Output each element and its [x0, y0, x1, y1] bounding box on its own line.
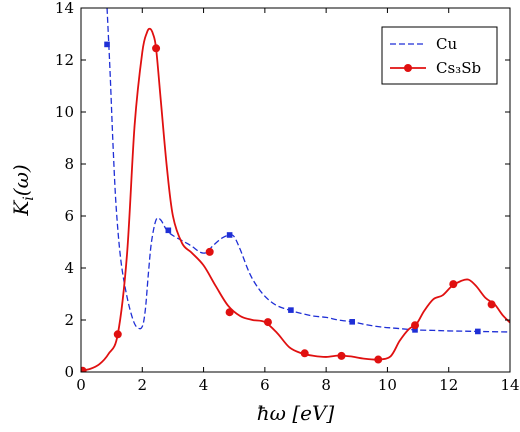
x-tick-label: 14 — [500, 376, 519, 394]
series-0-marker — [165, 227, 172, 234]
x-tick-label: 6 — [260, 376, 270, 394]
y-tick-label: 0 — [64, 363, 74, 381]
series-1-marker — [300, 349, 309, 358]
series-1-marker — [81, 366, 87, 372]
series-1-marker — [337, 351, 346, 360]
x-tick-label: 8 — [321, 376, 331, 394]
legend-box — [381, 26, 498, 85]
legend-swatch-marker — [404, 64, 412, 72]
y-tick-label: 4 — [64, 259, 74, 277]
series-0-marker — [475, 328, 481, 335]
series-1-marker — [487, 300, 496, 309]
legend-label: Cs₃Sb — [436, 59, 481, 77]
legend-label: Cu — [436, 35, 457, 53]
y-tick-label: 10 — [55, 103, 74, 121]
series-layer — [81, 8, 510, 372]
series-1-marker — [152, 44, 161, 53]
y-tick-label: 6 — [64, 207, 74, 225]
series-1-marker — [449, 280, 458, 289]
axes-layer: 0 2 4 6 8 10 12 14 0 2 4 6 8 10 12 14 — [55, 0, 520, 394]
y-axis-label: Ki(ω) — [9, 164, 37, 216]
series-1-marker — [263, 318, 272, 327]
x-tick-label: 2 — [138, 376, 148, 394]
series-0-marker — [104, 41, 110, 48]
series-1-marker — [113, 330, 122, 339]
y-tick-label: 8 — [64, 155, 74, 173]
x-tick-label: 10 — [378, 376, 397, 394]
series-0-marker — [349, 319, 355, 325]
series-0-marker — [288, 307, 294, 313]
x-tick-label: 0 — [76, 376, 86, 394]
series-0-marker — [412, 327, 418, 333]
series-0-marker — [226, 232, 233, 238]
plot-frame — [80, 7, 511, 373]
x-tick-label: 4 — [199, 376, 209, 394]
y-tick-label: 2 — [64, 311, 74, 329]
y-tick-label: 12 — [55, 51, 74, 69]
labels-layer: ħω [eV] Ki(ω) — [9, 164, 334, 425]
x-axis-label: ħω [eV] — [257, 401, 335, 425]
series-line-1 — [81, 27, 510, 372]
legend: Cu Cs₃Sb — [381, 26, 498, 85]
x-tick-label: 12 — [439, 376, 458, 394]
series-1-marker — [374, 355, 383, 364]
series-1-marker — [225, 308, 234, 317]
series-1-marker — [411, 321, 420, 330]
series-1-marker — [205, 247, 214, 256]
y-tick-label: 14 — [55, 0, 74, 17]
